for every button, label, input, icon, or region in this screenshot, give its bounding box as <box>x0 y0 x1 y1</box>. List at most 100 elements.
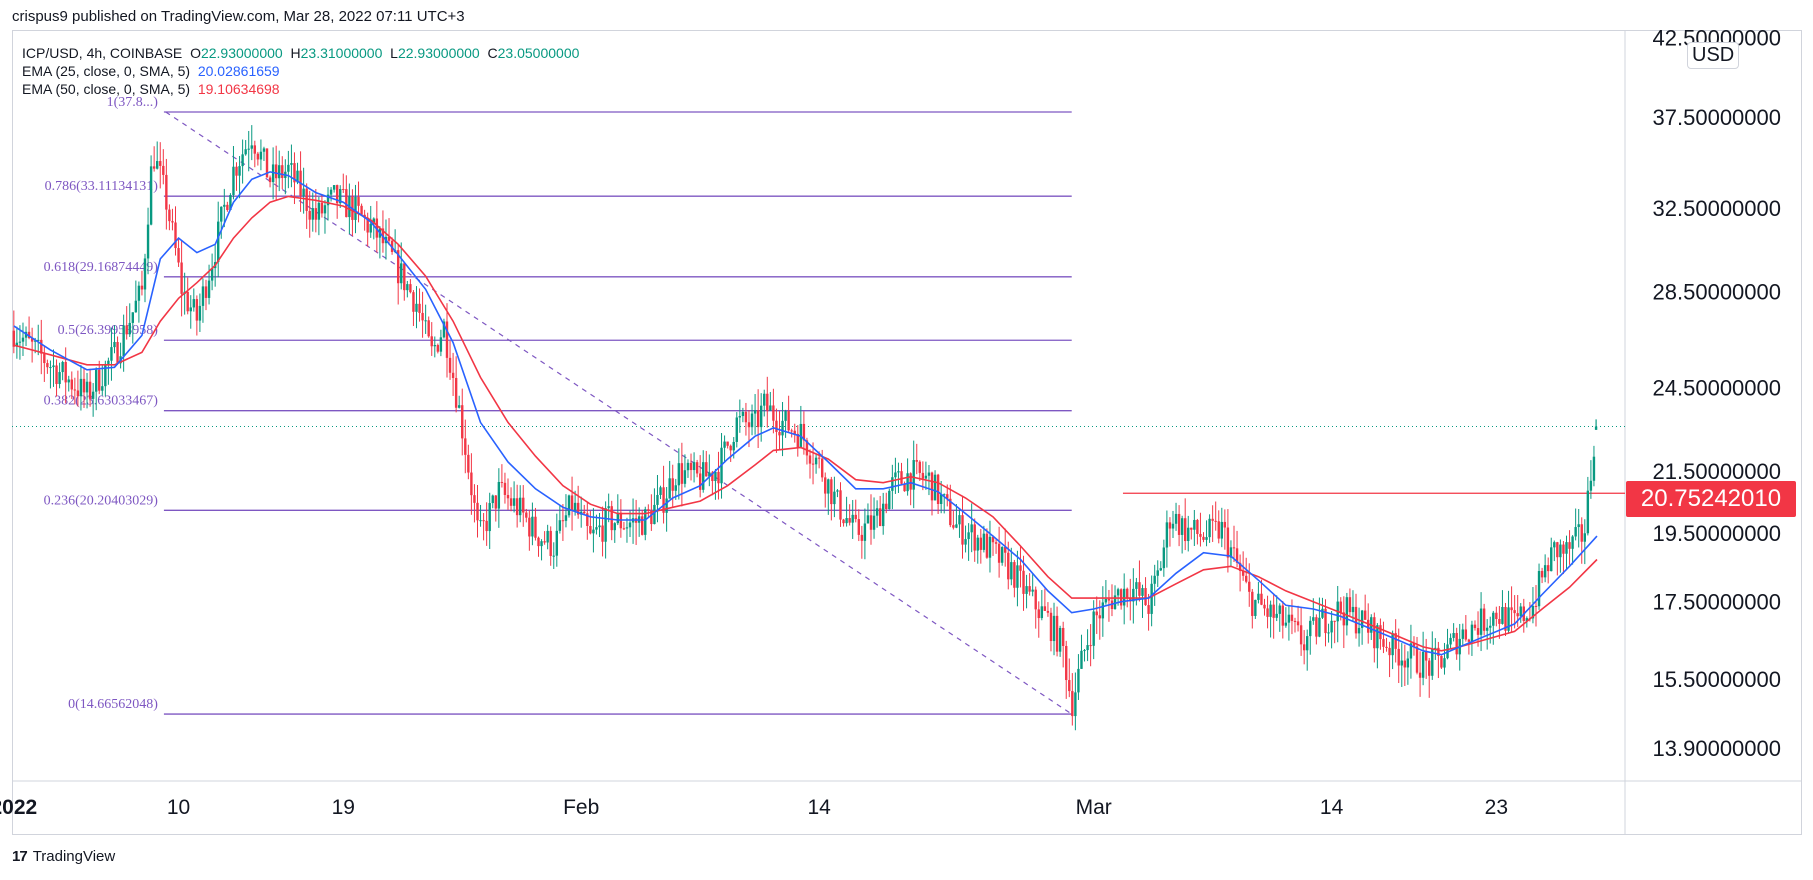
candle-body <box>43 353 46 364</box>
candle-body <box>528 517 531 537</box>
candle-body <box>1229 547 1233 558</box>
candle-body <box>436 345 440 352</box>
candle-body <box>991 536 995 543</box>
candle-body <box>689 462 693 471</box>
candle-body <box>1010 562 1013 580</box>
candle-body <box>872 515 876 530</box>
candle-body <box>1275 613 1278 618</box>
candle-body <box>15 342 19 347</box>
legend-ema50-row[interactable]: EMA (50, close, 0, SMA, 5) 19.10634698 <box>22 80 579 98</box>
candle-body <box>1351 606 1355 613</box>
candle-body <box>1428 660 1431 676</box>
candle-body <box>1180 518 1184 535</box>
y-tick-label: 19.50000000 <box>1653 521 1781 546</box>
candle-body <box>695 462 699 474</box>
candle-body <box>171 221 174 223</box>
candle-body <box>1543 565 1547 578</box>
candle-body <box>1455 632 1458 655</box>
candle-body <box>949 498 952 526</box>
candle-body <box>177 248 180 263</box>
candle-body <box>470 472 473 496</box>
candle-body <box>1348 597 1352 613</box>
candle-body <box>967 532 970 540</box>
candle-body <box>1403 660 1407 668</box>
candle-body <box>1321 608 1324 618</box>
candle-body <box>58 372 61 384</box>
candle-body <box>1492 612 1495 626</box>
candle-body <box>442 321 446 338</box>
candle-body <box>570 495 574 511</box>
candle-body <box>1007 552 1010 580</box>
candle-body <box>891 477 894 491</box>
chart-frame[interactable] <box>12 30 1802 835</box>
candle-body <box>360 205 363 215</box>
candle-body <box>753 410 757 414</box>
candle-body <box>1208 518 1211 538</box>
currency-button[interactable]: USD <box>1687 42 1740 69</box>
candle-body <box>537 537 540 547</box>
legend-ema50-label: EMA (50, close, 0, SMA, 5) <box>22 81 191 97</box>
candle-body <box>1537 570 1541 607</box>
candle-body <box>842 519 845 524</box>
candle-body <box>915 460 918 462</box>
candle-body <box>418 303 421 313</box>
candle-body <box>1479 608 1483 635</box>
candle-body <box>1049 612 1053 642</box>
candle-body <box>1092 611 1095 646</box>
candle-body <box>1421 651 1425 678</box>
candle-body <box>1589 480 1593 491</box>
legend-ohlc-row: ICP/USD, 4h, COINBASE O22.93000000 H23.3… <box>22 44 579 62</box>
legend-ema25-row[interactable]: EMA (25, close, 0, SMA, 5) 20.02861659 <box>22 62 579 80</box>
candle-body <box>1388 647 1391 656</box>
candle-body <box>1504 607 1507 631</box>
candle-body <box>1519 606 1522 617</box>
candle-body <box>552 555 555 557</box>
candle-body <box>1241 570 1245 576</box>
candle-body <box>1037 609 1040 619</box>
candle-body <box>790 430 793 432</box>
candle-body <box>46 363 49 368</box>
candle-body <box>1339 601 1342 613</box>
price-chart[interactable]: 42.5000000037.5000000032.5000000028.5000… <box>0 0 1813 840</box>
candle-body <box>1452 632 1455 638</box>
candle-body <box>1586 490 1590 534</box>
candle-body <box>604 508 607 542</box>
candle-body <box>329 189 333 195</box>
candle-body <box>134 300 138 313</box>
candle-body <box>143 258 147 290</box>
candle-body <box>1312 617 1315 621</box>
candle-body <box>1592 456 1596 481</box>
candle-body <box>226 204 229 211</box>
candle-body <box>525 512 528 518</box>
tradingview-logo-icon: 17 <box>12 848 28 865</box>
candle-body <box>711 472 714 482</box>
candle-body <box>1068 680 1071 692</box>
candle-body <box>320 202 324 214</box>
candle-body <box>775 420 778 432</box>
candle-body <box>1071 691 1074 717</box>
candle-body <box>683 470 687 484</box>
candle-body <box>168 209 171 222</box>
candle-body <box>1104 598 1108 603</box>
legend-open-label: O <box>190 45 201 61</box>
candle-body <box>253 145 257 154</box>
footer-brand[interactable]: 17 TradingView <box>12 848 115 865</box>
candle-body <box>827 479 830 494</box>
candle-body <box>1397 648 1400 666</box>
candle-body <box>1525 618 1529 622</box>
candle-body <box>345 189 348 218</box>
y-tick-label: 21.50000000 <box>1653 459 1781 484</box>
candle-body <box>369 223 372 233</box>
candle-body <box>1440 655 1443 668</box>
candle-body <box>476 502 479 521</box>
candle-body <box>1470 624 1474 642</box>
candle-body <box>906 473 909 492</box>
price-level-badge: 20.75242010 <box>1626 481 1796 517</box>
candle-body <box>848 518 851 523</box>
candle-body <box>1211 518 1214 521</box>
candle-body <box>1373 617 1376 649</box>
candle-body <box>561 520 565 522</box>
candle-body <box>1083 650 1086 652</box>
candle-body <box>1284 622 1288 626</box>
candle-body <box>540 541 543 547</box>
